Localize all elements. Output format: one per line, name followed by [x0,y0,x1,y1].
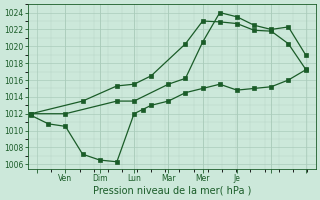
X-axis label: Pression niveau de la mer( hPa ): Pression niveau de la mer( hPa ) [92,186,251,196]
